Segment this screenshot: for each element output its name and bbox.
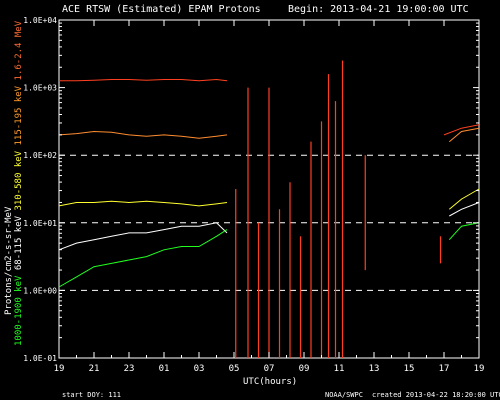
series-line-0 [59, 78, 228, 82]
x-tick-label-12: 19 [474, 364, 485, 374]
x-tick-label-6: 07 [264, 364, 275, 374]
x-tick-label-9: 13 [369, 364, 380, 374]
channel-label-group: 1000-1900 keV 68-115 keV 310-580 keV 115… [14, 20, 24, 346]
x-tick-label-2: 23 [124, 364, 135, 374]
x-tick-label-3: 01 [159, 364, 170, 374]
x-tick-label-1: 21 [89, 364, 100, 374]
series-line-3 [58, 222, 228, 251]
y-tick-label-2: 1.0E+01 [23, 219, 57, 228]
channel-label-1: 115-195 keV [14, 80, 24, 145]
x-tick-label-10: 15 [404, 364, 415, 374]
footer-source: NOAA/SWPC [325, 391, 363, 399]
channel-label-0: 1.6-2.4 MeV [14, 20, 24, 80]
x-tick-label-4: 03 [194, 364, 205, 374]
series-line-1 [448, 127, 480, 143]
x-tick-label-5: 05 [229, 364, 240, 374]
channel-label-4: 1000-1900 keV [14, 270, 24, 346]
y-tick-label-5: 1.0E+04 [23, 16, 57, 25]
channel-labels: 1000-1900 keV 68-115 keV 310-580 keV 115… [14, 20, 24, 346]
y-tick-label-0: 1.0E-01 [23, 354, 57, 363]
begin-time-label: Begin: 2013-04-21 19:00:00 UTC [288, 4, 469, 15]
chart-title: ACE RTSW (Estimated) EPAM Protons [62, 4, 261, 15]
footer-start-doy: start DOY: 111 [62, 391, 121, 399]
x-tick-label-7: 09 [299, 364, 310, 374]
spike-layer [235, 60, 442, 358]
series-line-2 [58, 200, 228, 207]
x-tick-label-0: 19 [54, 364, 65, 374]
y-tick-label-3: 1.0E+02 [23, 151, 57, 160]
y-axis-ticks: 1.0E-01 1.0E+00 1.0E+01 1.0E+02 1.0E+03 1.0E+… [23, 16, 479, 363]
x-tick-label-11: 17 [439, 364, 450, 374]
series-line-0 [443, 124, 480, 136]
channel-label-text: 1000-1900 keV 68-115 keV 310-580 keV 115… [14, 20, 24, 346]
x-tick-label-8: 11 [334, 364, 345, 374]
series-line-4 [448, 222, 480, 241]
channel-label-2: 310-580 keV [14, 146, 24, 211]
y-axis-label: Protons/cm2-s-sr-MeV [4, 206, 14, 315]
channel-label-3: 68-115 keV [14, 211, 24, 271]
footer-created: created 2013-04-22 18:20:00 UTC [372, 391, 500, 399]
series-layer [58, 78, 480, 288]
series-line-4 [58, 229, 228, 288]
series-line-1 [58, 130, 228, 139]
x-axis-label: UTC(hours) [243, 377, 297, 387]
y-tick-label-4: 1.0E+03 [23, 84, 57, 93]
y-tick-label-1: 1.0E+00 [23, 286, 57, 295]
series-line-3 [449, 202, 480, 217]
x-axis-ticks: 19 21 23 01 03 05 07 09 11 13 15 17 19 [54, 20, 485, 374]
series-line-2 [448, 188, 480, 210]
